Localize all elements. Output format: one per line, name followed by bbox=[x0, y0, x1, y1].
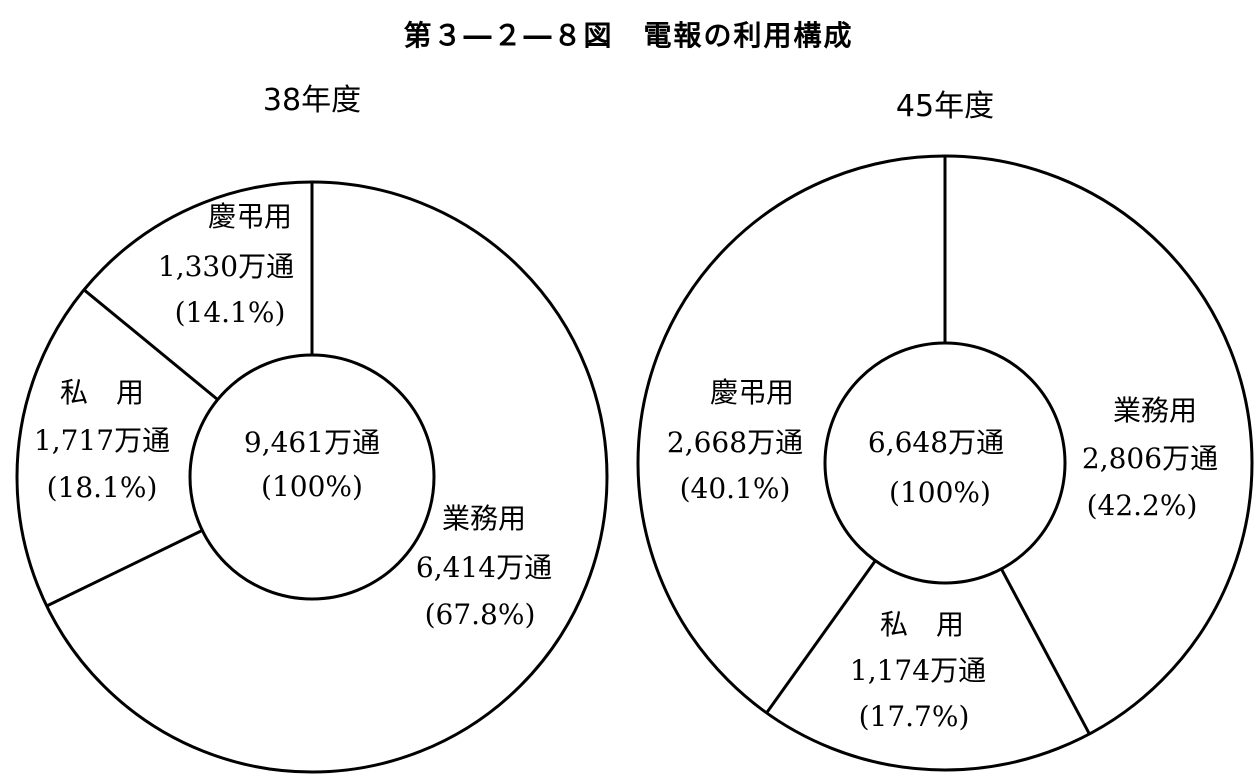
slice-percent-keicho-45: (40.1%) bbox=[680, 472, 791, 505]
slice-boundary-0-2 bbox=[83, 288, 219, 401]
slice-boundary-1-2 bbox=[765, 559, 877, 714]
inner-ring-45 bbox=[823, 341, 1067, 585]
slice-dividers-38 bbox=[46, 182, 314, 608]
slice-name-shiyo-45: 私 用 bbox=[880, 608, 964, 641]
slice-count-shiyo-38: 1,717万通 bbox=[34, 424, 170, 457]
slice-name-keicho-38: 慶弔用 bbox=[208, 200, 292, 233]
figure-title: 第３―２―８図 電報の利用構成 bbox=[403, 19, 854, 52]
chart-1945: 45年度 6,648万通 (100%) 業務用 2,806万通 (42.2%) … bbox=[636, 89, 1254, 772]
slice-name-gyomu-45: 業務用 bbox=[1113, 394, 1197, 427]
slice-name-shiyo-38: 私 用 bbox=[60, 376, 144, 409]
center-percent-45: (100%) bbox=[889, 476, 991, 509]
year-label-38: 38年度 bbox=[263, 83, 361, 118]
slice-name-gyomu-38: 業務用 bbox=[442, 502, 526, 535]
slice-count-keicho-45: 2,668万通 bbox=[667, 426, 803, 459]
slice-name-keicho-45: 慶弔用 bbox=[710, 376, 794, 409]
slice-count-gyomu-45: 2,806万通 bbox=[1082, 442, 1218, 475]
year-label-45: 45年度 bbox=[896, 89, 994, 124]
center-total-38: 9,461万通 bbox=[244, 426, 380, 459]
center-total-45: 6,648万通 bbox=[868, 426, 1004, 459]
slice-dividers-45 bbox=[765, 156, 1091, 735]
slice-count-keicho-38: 1,330万通 bbox=[158, 250, 294, 283]
center-percent-38: (100%) bbox=[261, 470, 363, 503]
slice-percent-gyomu-45: (42.2%) bbox=[1087, 489, 1198, 522]
slice-count-shiyo-45: 1,174万通 bbox=[850, 654, 986, 687]
slice-boundary-0-1 bbox=[46, 529, 203, 608]
slice-boundary-1-1 bbox=[1000, 568, 1091, 735]
slice-percent-shiyo-45: (17.7%) bbox=[859, 700, 970, 733]
chart-1938: 38年度 9,461万通 (100%) 慶弔用 1,330万通 (14.1%) … bbox=[15, 83, 609, 774]
slice-percent-shiyo-38: (18.1%) bbox=[47, 471, 158, 504]
slice-percent-keicho-38: (14.1%) bbox=[175, 296, 286, 329]
slice-count-gyomu-38: 6,414万通 bbox=[416, 551, 552, 584]
slice-percent-gyomu-38: (67.8%) bbox=[425, 598, 536, 631]
